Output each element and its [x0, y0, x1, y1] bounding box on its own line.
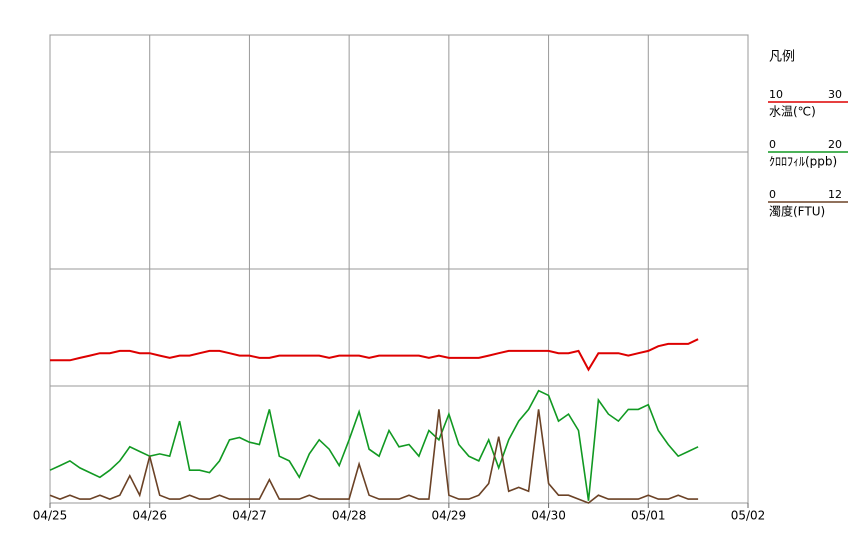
legend-title: 凡例: [769, 50, 795, 65]
legend-min: 0: [769, 188, 776, 201]
legend-min: 0: [769, 138, 776, 151]
legend-min: 10: [769, 88, 783, 101]
legend-max: 30: [828, 88, 842, 101]
legend-label: 濁度(FTU): [769, 204, 825, 219]
x-tick-label: 04/25: [33, 509, 68, 523]
x-tick-label: 04/27: [232, 509, 267, 523]
series-line: [49, 389, 699, 501]
legend-label: ｸﾛﾛﾌｨﾙ(ppb): [769, 155, 837, 169]
legend-max: 12: [828, 188, 842, 201]
legend-max: 20: [828, 138, 842, 151]
x-tick-label: 04/26: [132, 509, 167, 523]
series-line: [50, 338, 699, 372]
x-tick-label: 04/29: [432, 509, 467, 523]
x-tick-label: 04/28: [332, 509, 367, 523]
x-tick-label: 04/30: [531, 509, 566, 523]
x-tick-label: 05/01: [631, 509, 666, 523]
x-tick-label: 05/02: [731, 509, 766, 523]
series-line: [49, 409, 699, 504]
legend-label: 水温(℃): [769, 105, 816, 119]
